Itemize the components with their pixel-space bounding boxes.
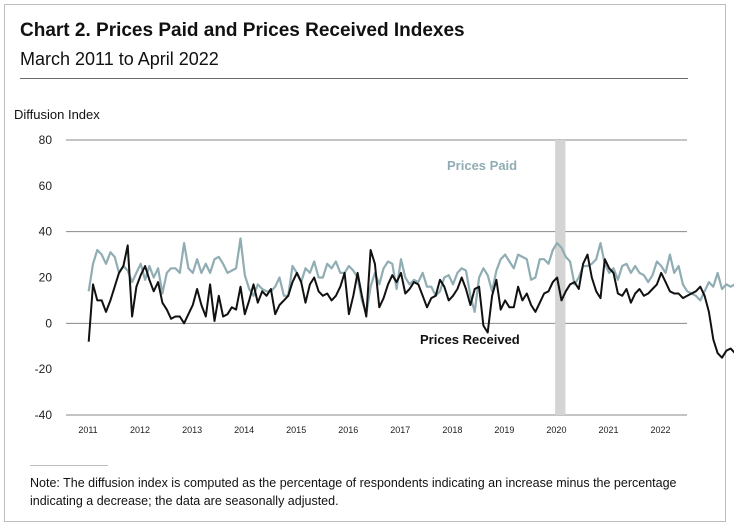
y-tick-label: -40 <box>35 408 53 422</box>
gridlines <box>66 139 687 416</box>
y-tick-label: 60 <box>39 179 53 193</box>
x-tick-label: 2013 <box>182 425 202 435</box>
y-axis-ticks: 80 60 40 20 0 -20 -40 <box>35 133 53 422</box>
chart-frame <box>4 4 726 522</box>
series-lines <box>87 237 734 359</box>
title-divider <box>20 78 688 79</box>
x-tick-label: 2017 <box>390 425 410 435</box>
series-line-prices-received <box>87 244 734 359</box>
x-tick-label: 2014 <box>234 425 254 435</box>
x-axis-ticks: 2011 2012 2013 2014 2015 2016 2017 2018 2019 2020… <box>78 425 670 435</box>
recession-bar <box>555 140 566 415</box>
chart-subtitle: March 2011 to April 2022 <box>20 49 219 69</box>
y-tick-label: 80 <box>39 133 53 147</box>
x-tick-label: 2015 <box>286 425 306 435</box>
y-tick-label: 20 <box>39 271 53 285</box>
prices-paid-label: Prices Paid <box>447 158 517 173</box>
y-tick-label: 40 <box>39 225 53 239</box>
chart-note: Note: The diffusion index is computed as… <box>30 476 677 508</box>
x-tick-label: 2020 <box>546 425 566 435</box>
note-divider <box>30 465 108 466</box>
y-axis-label: Diffusion Index <box>14 107 100 122</box>
x-tick-label: 2021 <box>598 425 618 435</box>
x-tick-label: 2011 <box>78 425 97 435</box>
y-tick-label: 0 <box>45 316 52 330</box>
x-tick-label: 2018 <box>442 425 462 435</box>
y-tick-label: -20 <box>35 362 53 376</box>
chart-title: Chart 2. Prices Paid and Prices Received… <box>20 20 465 41</box>
x-tick-label: 2022 <box>651 425 671 435</box>
x-tick-label: 2012 <box>130 425 150 435</box>
series-line-prices-paid <box>87 237 734 316</box>
recession-shading <box>555 140 566 415</box>
prices-received-label: Prices Received <box>420 332 520 347</box>
x-tick-label: 2016 <box>338 425 358 435</box>
x-tick-label: 2019 <box>494 425 514 435</box>
